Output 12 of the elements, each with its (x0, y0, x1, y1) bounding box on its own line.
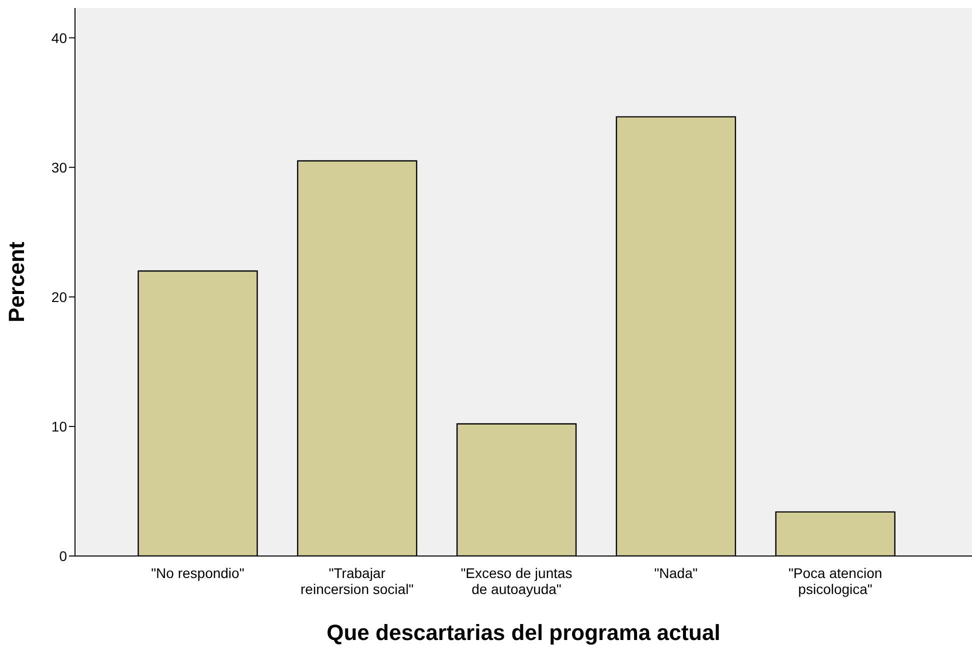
y-tick-label: 0 (59, 548, 68, 564)
y-tick-label: 10 (51, 418, 68, 434)
x-axis-title: Que descartarias del programa actual (326, 620, 720, 645)
y-tick-label: 20 (51, 288, 68, 305)
x-tick-label: "Exceso de juntas de autoayuda" (460, 565, 572, 597)
x-tick-label: "No respondio" (151, 565, 244, 581)
x-tick-label: "Nada" (654, 565, 698, 581)
x-tick-label: "Trabajar reincersion social" (300, 565, 414, 597)
y-tick-label: 30 (51, 159, 68, 176)
y-tick-label: 40 (51, 30, 68, 46)
y-axis-title: Percent (4, 240, 29, 322)
x-tick-label: "Poca atencion psicologica" (788, 565, 882, 597)
